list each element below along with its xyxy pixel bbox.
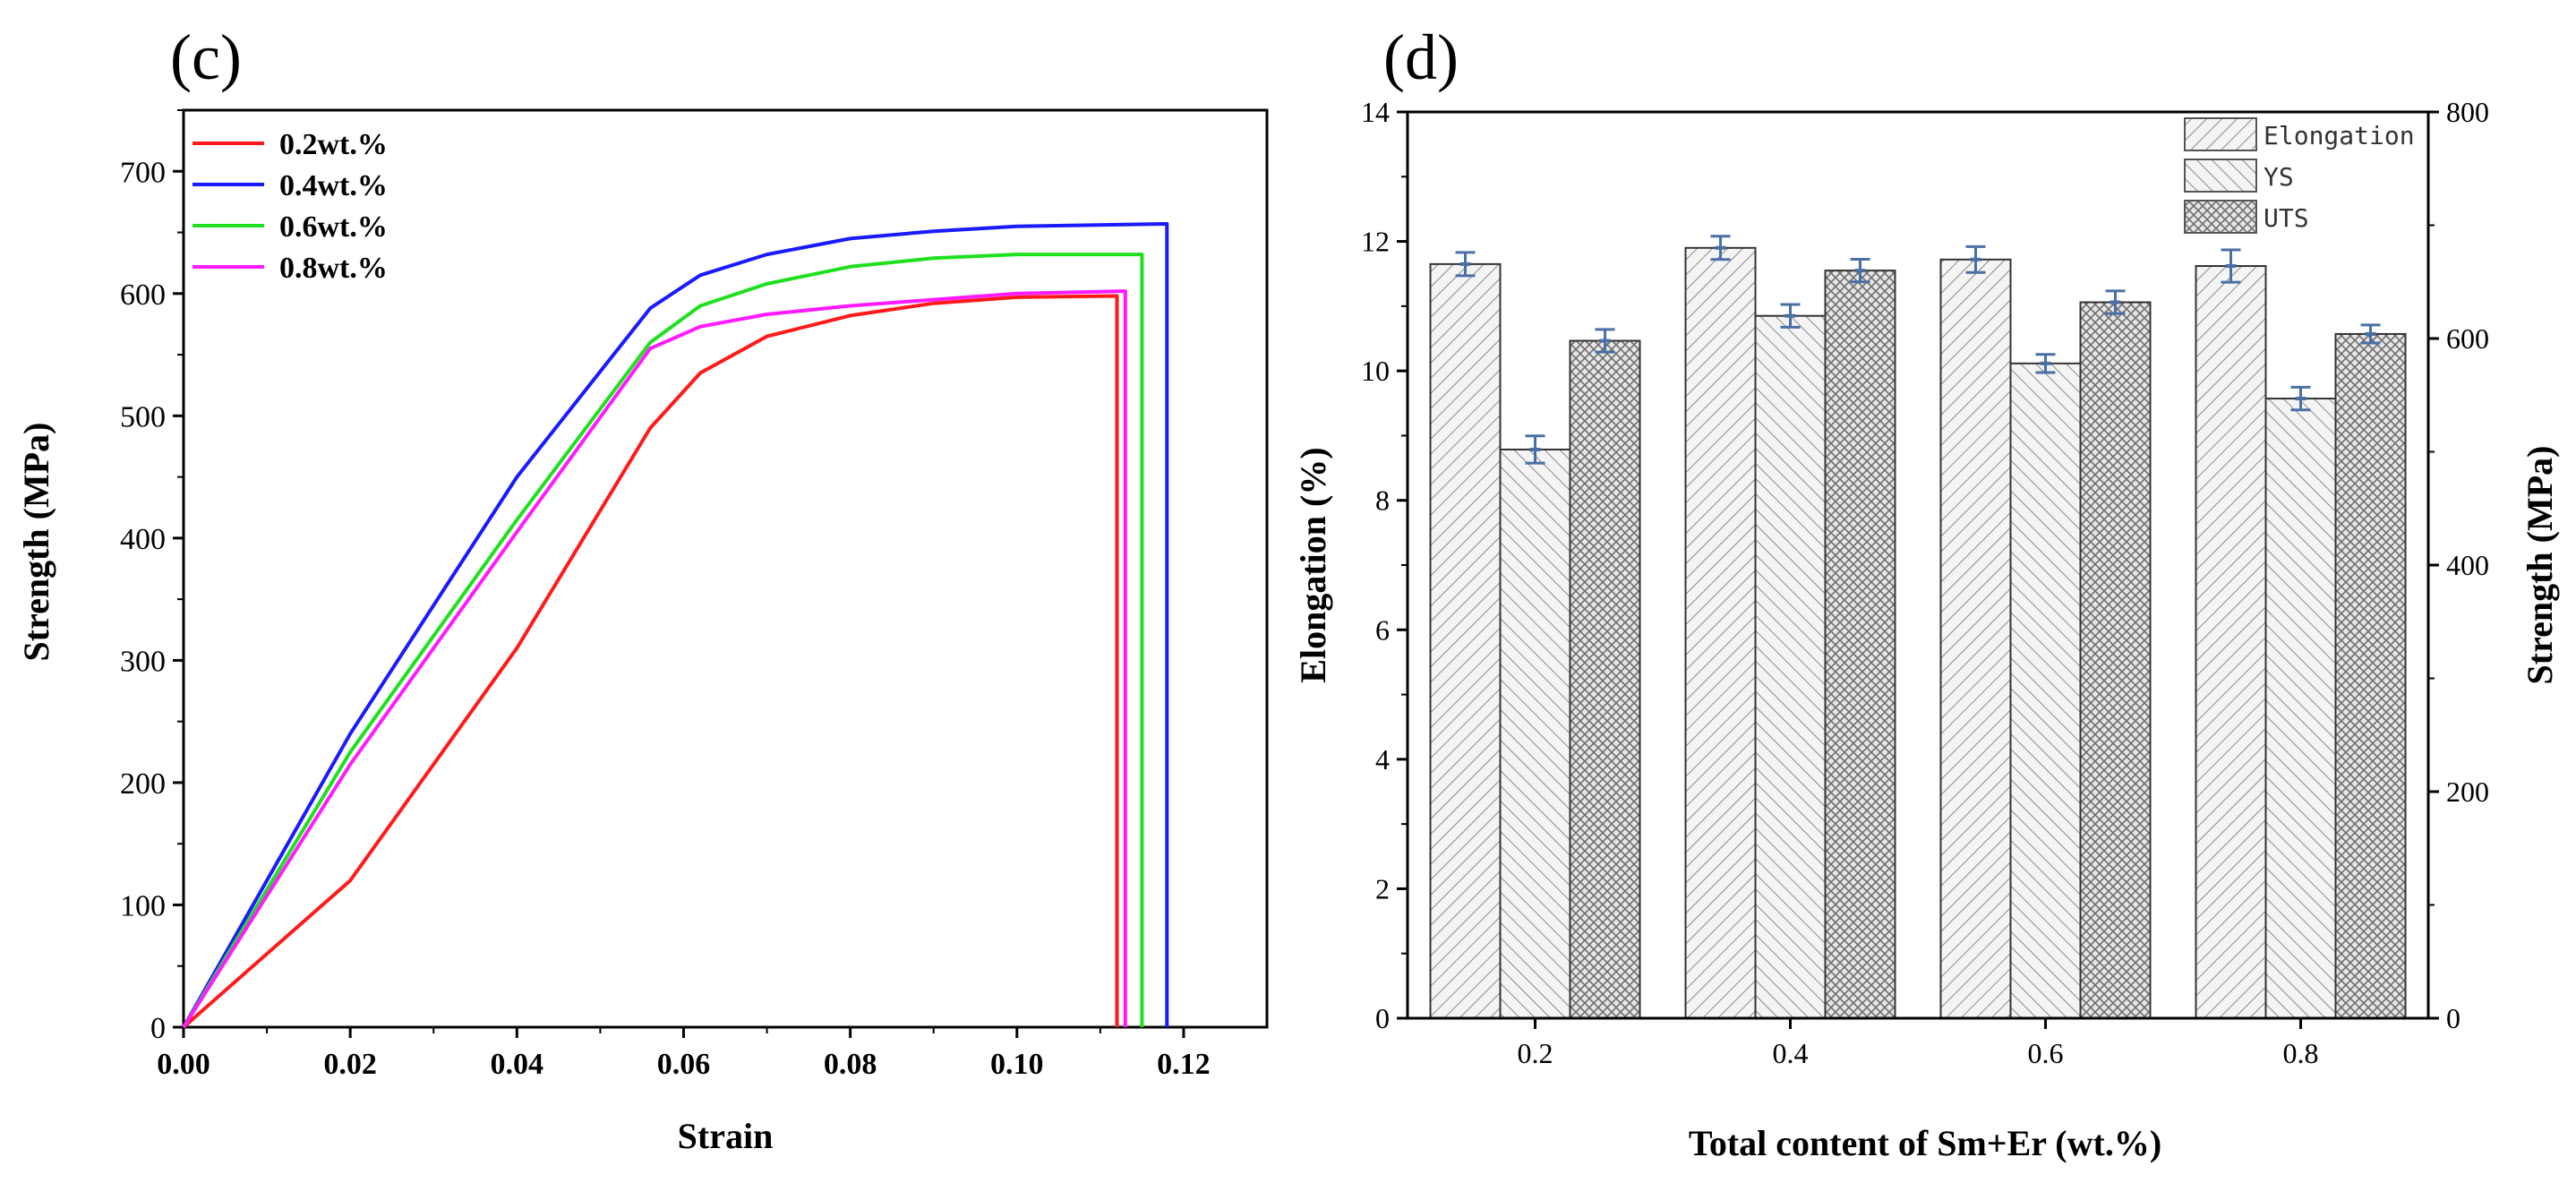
y-axis-label-c: Strength (MPa) (16, 423, 56, 662)
series-line-0.8wt.% (182, 289, 1127, 1029)
legend-label-0.8wt.%: 0.8wt.% (279, 252, 388, 285)
series-line-0.4wt.% (182, 222, 1169, 1028)
axis-ticks-d: 0 2 4 6 8 10 12 14 0 200 400 600 800 0.2 0.4 0.6 0.8 (1361, 96, 2489, 1069)
bar-YS-0.8 (2264, 398, 2337, 1020)
x-tick-label-c: 0.12 (1157, 1048, 1211, 1081)
y-tick-label-d: 4 (1375, 743, 1390, 776)
y-tick-label-c: 700 (120, 156, 166, 189)
x-tick-label-c: 0.04 (491, 1048, 544, 1081)
y-axis-label-right-d: Strength (MPa) (2520, 446, 2560, 685)
legend-label-Elongation: Elongation (2264, 121, 2415, 150)
x-tick-label-d: 0.2 (1518, 1037, 1553, 1069)
y-right-tick-label-d: 200 (2446, 776, 2489, 808)
bar-YS-0.6 (2009, 362, 2082, 1019)
y-tick-label-c: 600 (120, 279, 166, 312)
y-right-tick-label-d: 600 (2446, 322, 2489, 355)
y-tick-label-d: 2 (1375, 872, 1390, 904)
x-axis-label-c: Strain (678, 1116, 774, 1156)
y-tick-label-d: 6 (1375, 613, 1390, 646)
legend-label-0.2wt.%: 0.2wt.% (279, 128, 388, 161)
plot-frame-c (182, 108, 1269, 1029)
panel-d-bar-chart: (d) 0 2 4 6 8 10 12 14 0 200 400 600 800 0.2 0.4 0.6 0.8… (1293, 21, 2560, 1163)
y-tick-label-d: 12 (1361, 226, 1390, 258)
y-tick-label-c: 300 (120, 645, 166, 678)
y-right-tick-label-d: 400 (2446, 549, 2489, 581)
x-tick-label-c: 0.00 (157, 1048, 210, 1081)
legend-swatch-UTS (2184, 200, 2257, 234)
x-tick-label-c: 0.08 (824, 1048, 877, 1081)
bar-UTS-0.4 (1824, 270, 1896, 1020)
x-tick-label-c: 0.06 (657, 1048, 711, 1081)
y-right-tick-label-d: 0 (2446, 1002, 2460, 1034)
bar-YS-0.4 (1754, 314, 1827, 1019)
series-line-0.2wt.% (182, 294, 1119, 1029)
panel-c-line-chart: (c) 0.00 0.02 0.04 0.06 0.08 0.10 0.12 0 100 200 3… (16, 21, 1269, 1156)
x-tick-label-d: 0.8 (2283, 1037, 2319, 1069)
y-tick-label-d: 10 (1361, 355, 1390, 387)
y-right-tick-label-d: 800 (2446, 96, 2489, 128)
x-axis-label-d: Total content of Sm+Er (wt.%) (1689, 1123, 2161, 1163)
bar-UTS-0.8 (2334, 332, 2407, 1019)
x-tick-label-d: 0.4 (1773, 1037, 1809, 1069)
legend-d: Elongation YS UTS (2184, 117, 2415, 234)
y-tick-label-c: 100 (120, 889, 166, 922)
bar-Elongation-0.4 (1684, 246, 1757, 1019)
bar-Elongation-0.2 (1429, 262, 1502, 1020)
bar-UTS-0.6 (2079, 301, 2152, 1019)
panel-label-d: (d) (1383, 21, 1459, 93)
y-axis-label-d: Elongation (%) (1293, 447, 1333, 682)
y-tick-label-c: 500 (120, 400, 166, 433)
bar-Elongation-0.8 (2195, 265, 2267, 1020)
bar-UTS-0.2 (1569, 339, 1641, 1019)
series-lines-c (182, 222, 1169, 1029)
legend-label-YS: YS (2264, 162, 2294, 192)
y-tick-label-c: 0 (150, 1012, 166, 1045)
x-tick-label-d: 0.6 (2028, 1037, 2064, 1069)
y-tick-label-d: 14 (1361, 96, 1390, 128)
legend-swatch-YS (2184, 159, 2257, 193)
bars-d (1429, 235, 2407, 1020)
x-tick-label-c: 0.10 (990, 1048, 1044, 1081)
legend-c: 0.2wt.% 0.4wt.% 0.6wt.% 0.8wt.% (193, 128, 388, 285)
y-tick-label-c: 400 (120, 523, 166, 556)
legend-swatch-Elongation (2184, 117, 2257, 151)
y-tick-label-d: 8 (1375, 484, 1390, 517)
axis-ticks-c: 0.00 0.02 0.04 0.06 0.08 0.10 0.12 0 100 200 300 40… (120, 109, 1211, 1081)
y-tick-label-c: 200 (120, 767, 166, 801)
panel-label-c: (c) (170, 21, 242, 93)
y-tick-label-d: 0 (1375, 1002, 1390, 1034)
legend-label-UTS: UTS (2264, 203, 2309, 233)
bar-Elongation-0.6 (1939, 258, 2012, 1020)
bar-YS-0.2 (1499, 448, 1571, 1020)
series-line-0.6wt.% (182, 253, 1144, 1029)
legend-label-0.6wt.%: 0.6wt.% (279, 210, 388, 244)
legend-label-0.4wt.%: 0.4wt.% (279, 169, 388, 202)
x-tick-label-c: 0.02 (323, 1048, 377, 1081)
